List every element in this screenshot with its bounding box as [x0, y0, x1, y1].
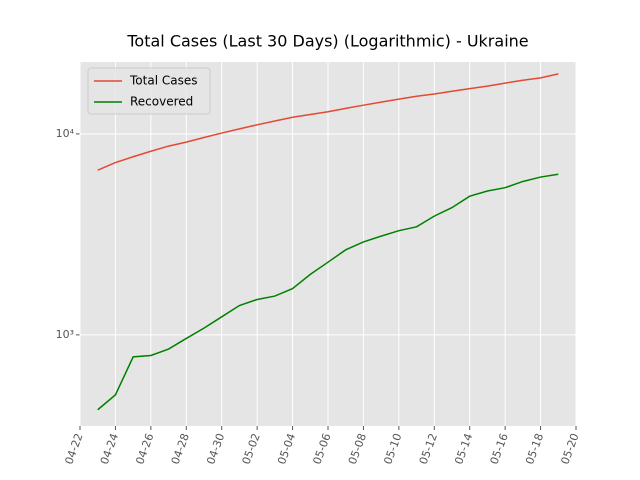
x-tick-label: 05-14 [452, 432, 475, 466]
line-series [97, 173, 559, 411]
x-tick-label: 05-20 [558, 432, 581, 466]
x-tick-label: 05-18 [523, 432, 546, 466]
x-tick-label: 04-24 [98, 432, 121, 466]
x-tick-label: 05-04 [275, 432, 298, 466]
line-series [97, 73, 559, 171]
x-tick-label: 05-12 [417, 432, 440, 466]
x-tick-label: 04-26 [133, 432, 156, 466]
x-tick-label: 05-06 [310, 432, 333, 466]
x-tick-label: 04-28 [169, 432, 192, 466]
x-tick-label: 05-10 [381, 432, 404, 466]
x-tick-label: 04-22 [62, 432, 85, 466]
chart-title: Total Cases (Last 30 Days) (Logarithmic)… [126, 32, 528, 51]
x-tick-label: 04-30 [204, 432, 227, 466]
x-tick-label: 05-02 [240, 432, 263, 466]
y-tick-label: 10⁴ [56, 127, 75, 140]
y-tick-label: 10³ [56, 328, 74, 341]
legend-label: Total Cases [129, 74, 197, 88]
x-tick-label: 05-08 [346, 432, 369, 466]
legend-label: Recovered [130, 95, 193, 109]
x-tick-label: 05-16 [488, 432, 511, 466]
